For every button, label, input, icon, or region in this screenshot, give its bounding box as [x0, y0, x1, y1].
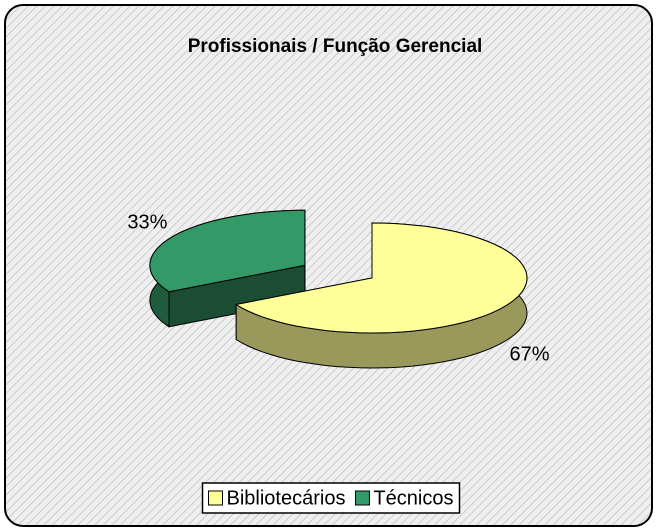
- slice-top: [149, 209, 306, 293]
- legend: Bibliotecários Técnicos: [201, 482, 461, 514]
- legend-swatch: [354, 490, 370, 506]
- chart-title: Profissionais / Função Gerencial: [188, 36, 483, 57]
- pie-slice: [234, 222, 528, 369]
- data-label: 33%: [127, 211, 167, 233]
- chart-frame: [4, 4, 653, 527]
- slice-top: [234, 222, 528, 334]
- legend-box: [201, 482, 461, 514]
- legend-swatch: [208, 490, 224, 506]
- legend-label: Bibliotecários: [227, 487, 346, 509]
- legend-label: Técnicos: [373, 487, 453, 509]
- data-label: 67%: [510, 344, 550, 366]
- pie-slice: [149, 209, 306, 328]
